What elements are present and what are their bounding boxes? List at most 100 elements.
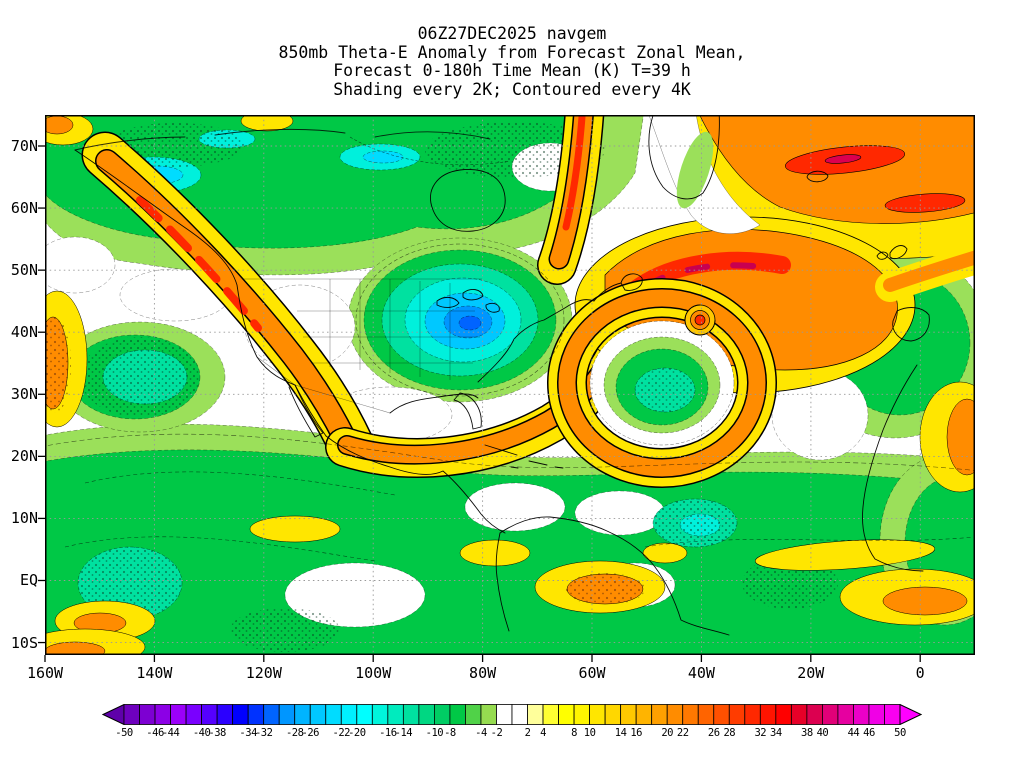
colorbar-tick-label: -22 (332, 727, 351, 739)
colorbar-cell (511, 704, 528, 725)
contour-lines (45, 136, 975, 562)
colorbar-cell (247, 704, 265, 725)
colorbar-tick-label: 10 (583, 727, 596, 739)
colorbar-tick-label: 2 (524, 727, 531, 739)
colorbar-tick-label: 32 (754, 727, 767, 739)
colorbar-cell (185, 704, 203, 725)
colorbar-tick-label: -46 (146, 727, 164, 739)
colorbar-cell (635, 704, 653, 725)
colorbar-cell (604, 704, 622, 725)
anomaly-hook-ring (547, 278, 777, 488)
colorbar-cell (294, 704, 311, 725)
colorbar-cell (651, 704, 668, 725)
colorbar-tick-label: -40 (192, 727, 211, 739)
colorbar-tick-label: 50 (894, 727, 906, 739)
colorbar-cell (837, 704, 854, 725)
colorbar-cell (790, 704, 808, 725)
colorbar-tick-label: -2 (490, 727, 503, 739)
west-coast-positive-band (81, 131, 375, 469)
colorbar-tick-label: -8 (444, 727, 456, 739)
colorbar-tick-label: 34 (770, 727, 782, 739)
lat-tick-label: 60N (10, 199, 38, 218)
colorbar-tick-label: -20 (348, 727, 366, 739)
colorbar-cell (123, 704, 140, 725)
colorbar-tick-label: -34 (239, 727, 257, 739)
colorbar-cell (744, 704, 761, 725)
colorbar-cell (418, 704, 435, 725)
colorbar-cell (697, 704, 715, 725)
lon-axis: 160W 140W 120W 100W 80W 60W 40W 20W 0 (27, 655, 975, 683)
colorbar-cell (868, 704, 885, 725)
lat-tick-label: 40N (10, 323, 38, 342)
colorbar-cell (775, 704, 792, 725)
colorbar-tick-label: 22 (676, 727, 689, 739)
colorbar-cell (402, 704, 420, 725)
colorbar-tick-label: -32 (254, 727, 273, 739)
colorbar-tick-label: 20 (661, 727, 674, 739)
colorbar-cell (542, 704, 559, 725)
colorbar-cell (728, 704, 746, 725)
gridlines (45, 115, 975, 655)
colorbar-cell (620, 704, 637, 725)
colorbar-right-arrow (899, 703, 923, 726)
colorbar-tick-label: 4 (540, 727, 546, 739)
colorbar-cell (433, 704, 451, 725)
lon-tick-label: 40W (687, 664, 715, 682)
colorbar-cell (263, 704, 280, 725)
lat-tick-label: 10N (10, 509, 38, 528)
colorbar-tick-label: 16 (630, 727, 642, 739)
colorbar-left-arrow (101, 703, 125, 726)
colorbar-tick-label: -50 (115, 727, 133, 739)
colorbar-cell (139, 704, 156, 725)
lon-tick-label: 140W (136, 664, 173, 682)
title-line-model-run: 06Z27DEC2025 navgem (417, 24, 607, 43)
colorbar-tick-label: -38 (208, 727, 226, 739)
colorbar-cell (713, 704, 730, 725)
map-svg (38, 115, 975, 662)
colorbar-cell (154, 704, 171, 725)
colorbar-cell (822, 704, 839, 725)
colorbar-cell (278, 704, 296, 725)
colorbar-tick-label: 38 (801, 727, 813, 739)
colorbar-tick-label: -26 (301, 727, 320, 739)
colorbar-tick-label: 26 (707, 727, 720, 739)
title-line-shading: Shading every 2K; Contoured every 4K (333, 79, 691, 99)
colorbar-tick-label: 14 (614, 727, 627, 739)
colorbar (101, 703, 923, 726)
colorbar-cell (465, 704, 482, 725)
colorbar-cell (806, 704, 823, 725)
axis-ticks (38, 145, 921, 662)
colorbar-cell (573, 704, 590, 725)
colorbar-cell (759, 704, 777, 725)
colorbar-cell (371, 704, 389, 725)
lon-tick-label: 160W (26, 664, 64, 682)
lon-tick-label: 20W (797, 664, 825, 682)
colorbar-cell (340, 704, 358, 725)
colorbar-cell (449, 704, 466, 725)
coastlines (74, 115, 930, 636)
lon-tick-label: 120W (245, 664, 282, 682)
colorbar-cell (682, 704, 699, 725)
colorbar-labels: -50 -46 -44 -40 -38 -34 -32 -28 -26 -22 -20 -16 -14-… (102, 727, 922, 741)
colorbar-cell (853, 704, 870, 725)
colorbar-cell (201, 704, 218, 725)
shading-layer (45, 115, 975, 655)
colorbar-tick-label: 28 (723, 727, 736, 739)
map-area: 70N 60N 50N 40N 30N 20N 10N EQ 10S 160W 140W 120W 1… (11, 115, 975, 682)
colorbar-cell (558, 704, 575, 725)
colorbar-tick-label: 44 (847, 727, 860, 739)
colorbar-tick-label: -4 (475, 727, 487, 739)
colorbar-cell (325, 704, 342, 725)
colorbar-cell (309, 704, 327, 725)
colorbar-cell (356, 704, 373, 725)
colorbar-cell (589, 704, 606, 725)
lat-tick-label: 20N (10, 447, 38, 466)
lat-tick-label: 70N (10, 137, 38, 155)
colorbar-tick-label: -28 (285, 727, 304, 739)
colorbar-cell (527, 704, 544, 725)
colorbar-tick-label: -44 (161, 727, 180, 739)
colorbar-tick-label: 46 (863, 727, 875, 739)
colorbar-tick-label: 8 (571, 727, 577, 739)
colorbar-cell (216, 704, 234, 725)
